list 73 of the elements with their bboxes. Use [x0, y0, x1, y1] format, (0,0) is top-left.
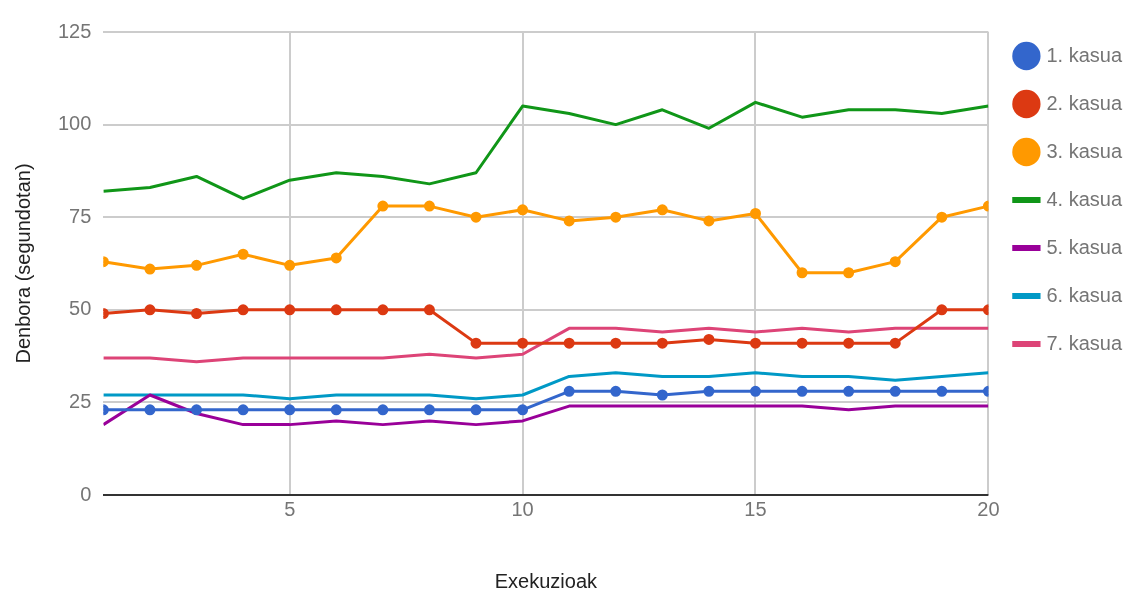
legend-label: 3. kasua: [1046, 139, 1123, 162]
point: [377, 200, 389, 212]
point: [703, 385, 715, 397]
point: [517, 337, 529, 349]
y-tick-label: 100: [57, 112, 92, 135]
point: [330, 252, 342, 264]
point: [563, 337, 575, 349]
legend-label: 5. kasua: [1046, 235, 1123, 258]
point: [377, 404, 389, 416]
x-axis-title: Exekuzioak: [494, 569, 599, 592]
point: [796, 267, 808, 279]
point: [377, 304, 389, 316]
point: [656, 389, 668, 401]
point: [796, 337, 808, 349]
point: [237, 404, 249, 416]
point: [889, 337, 901, 349]
point: [843, 337, 855, 349]
y-tick-label: 50: [69, 297, 92, 320]
point: [284, 259, 296, 271]
point: [517, 204, 529, 216]
point: [470, 404, 482, 416]
point: [423, 404, 435, 416]
point: [563, 215, 575, 227]
legend-label: 1. kasua: [1046, 43, 1123, 66]
legend-label: 6. kasua: [1046, 283, 1123, 306]
point: [423, 200, 435, 212]
point: [749, 337, 761, 349]
point: [656, 337, 668, 349]
point: [144, 304, 156, 316]
point: [936, 304, 948, 316]
legend-label: 7. kasua: [1046, 331, 1123, 354]
point: [237, 248, 249, 260]
point: [330, 404, 342, 416]
point: [843, 385, 855, 397]
legend-label: 2. kasua: [1046, 91, 1123, 114]
point: [423, 304, 435, 316]
point: [749, 385, 761, 397]
point: [237, 304, 249, 316]
point: [843, 267, 855, 279]
point: [749, 208, 761, 219]
point: [610, 211, 622, 223]
point: [703, 215, 715, 227]
y-axis-title: Denbora (segundotan): [11, 163, 34, 364]
point: [284, 404, 296, 416]
point: [191, 308, 203, 319]
point: [144, 263, 156, 275]
point: [936, 385, 948, 397]
point: [563, 385, 575, 397]
point: [330, 304, 342, 316]
x-tick-label: 10: [511, 497, 534, 520]
y-tick-label: 125: [57, 19, 92, 42]
point: [191, 259, 203, 271]
point: [284, 304, 296, 316]
point: [470, 211, 482, 223]
point: [144, 404, 156, 416]
point: [796, 385, 808, 397]
y-tick-label: 75: [69, 204, 92, 227]
x-tick-label: 20: [977, 497, 1000, 520]
point: [656, 204, 668, 216]
point: [470, 337, 482, 349]
point: [889, 256, 901, 268]
point: [517, 404, 529, 416]
y-tick-label: 25: [69, 389, 92, 412]
x-tick-label: 5: [284, 497, 296, 520]
point: [889, 385, 901, 397]
x-tick-label: 15: [744, 497, 767, 520]
point: [191, 404, 203, 416]
point: [936, 211, 948, 223]
point: [610, 385, 622, 397]
y-tick-label: 0: [80, 482, 92, 505]
point: [703, 333, 715, 345]
legend-label: 4. kasua: [1046, 187, 1123, 210]
point: [610, 337, 622, 349]
